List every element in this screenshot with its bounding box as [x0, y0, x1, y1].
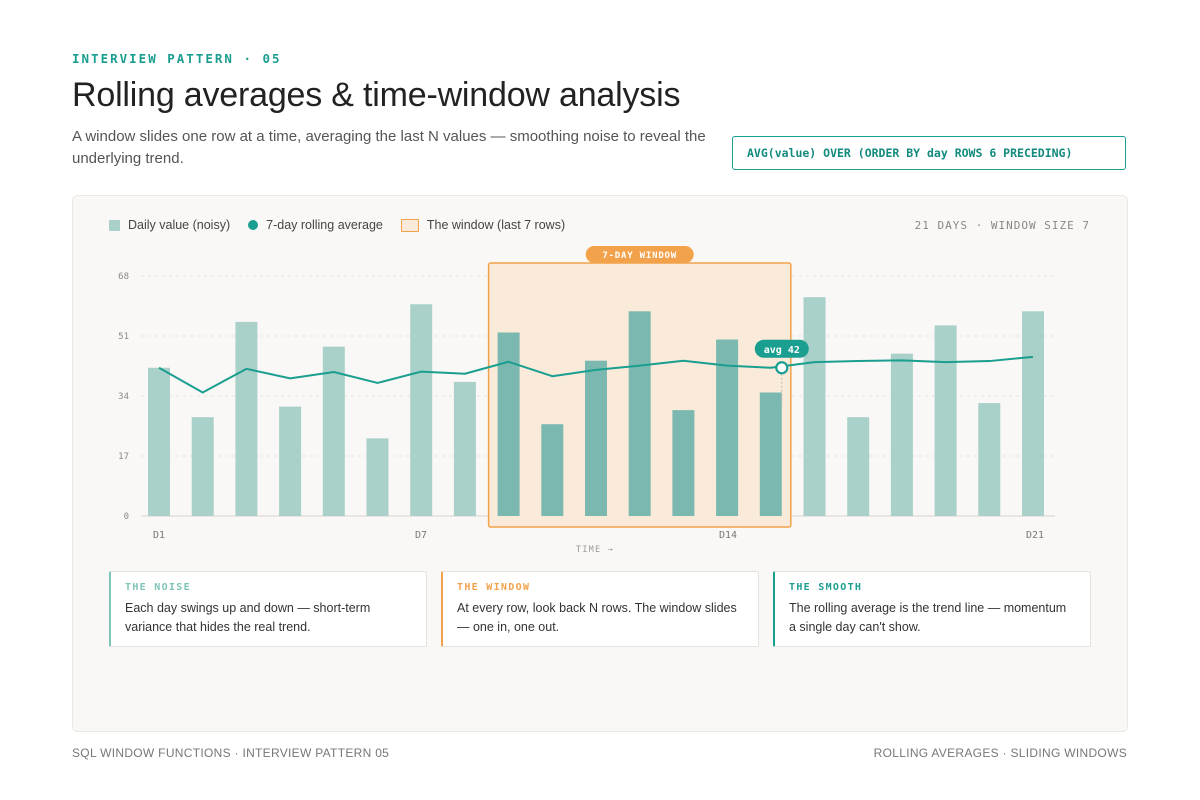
explainer-cards: THE NOISE Each day swings up and down — …: [109, 571, 1091, 647]
bar: [1022, 311, 1044, 516]
window-label: 7-DAY WINDOW: [602, 251, 677, 261]
page-title: Rolling averages & time-window analysis: [72, 76, 681, 114]
x-tick-label: D7: [415, 530, 427, 541]
bar: [366, 438, 389, 516]
legend-swatch-window: [400, 218, 419, 232]
chart-panel: Daily value (noisy) 7-day rolling averag…: [72, 195, 1128, 732]
eyebrow: INTERVIEW PATTERN · 05: [72, 51, 282, 66]
bar: [978, 403, 1001, 516]
y-tick-label: 68: [118, 272, 129, 282]
bar: [890, 353, 913, 516]
bar: [497, 332, 520, 516]
card-noise: THE NOISE Each day swings up and down — …: [109, 571, 427, 647]
bar: [803, 297, 826, 516]
rolling-average-line: [158, 355, 1034, 394]
bar: [148, 367, 170, 516]
x-axis-label: TIME →: [576, 545, 614, 555]
y-tick-label: 34: [118, 392, 129, 402]
footer-right: ROLLING AVERAGES · SLIDING WINDOWS: [873, 746, 1127, 760]
window-label-pill: [585, 246, 694, 263]
bar: [716, 339, 739, 516]
card-window-title: THE WINDOW: [457, 582, 531, 593]
chart-meta: 21 DAYS · WINDOW SIZE 7: [914, 219, 1090, 232]
y-tick-label: 51: [118, 332, 129, 342]
card-smooth-body: The rolling average is the trend line — …: [789, 601, 1067, 634]
legend-label-window: The window (last 7 rows): [426, 218, 566, 232]
highlight-point: [775, 361, 789, 375]
sql-snippet: AVG(value) OVER (ORDER BY day ROWS 6 PRE…: [732, 136, 1126, 170]
x-tick-label: D1: [153, 530, 165, 541]
legend-swatch-dot: [248, 220, 259, 230]
subtitle: A window slides one row at a time, avera…: [72, 128, 706, 167]
avg-annotation: avg 42: [764, 345, 800, 356]
card-window-body: At every row, look back N rows. The wind…: [457, 601, 737, 634]
legend-label-rolling: 7-day rolling average: [266, 218, 383, 232]
card-smooth: THE SMOOTH The rolling average is the tr…: [773, 571, 1091, 647]
bar: [759, 392, 782, 516]
bar: [322, 346, 345, 516]
y-tick-label: 17: [118, 452, 129, 462]
x-tick-label: D21: [1026, 530, 1044, 541]
bar: [235, 321, 258, 516]
chart-svg: 0 17 34 51 68 7-DAY WINDOW avg 42 D1 D7 D14 D21 TIM…: [118, 246, 1055, 555]
x-tick-label: D14: [719, 530, 737, 541]
card-noise-body: Each day swings up and down — short-term…: [125, 601, 371, 634]
legend-item-rolling: 7-day rolling average: [248, 218, 383, 232]
bar: [453, 381, 476, 516]
bar: [191, 417, 214, 516]
footer-left: SQL WINDOW FUNCTIONS · INTERVIEW PATTERN…: [72, 746, 390, 760]
y-tick-label: 0: [124, 512, 129, 522]
bar: [541, 424, 564, 516]
legend-item-window: The window (last 7 rows): [400, 218, 566, 232]
card-window: THE WINDOW At every row, look back N row…: [441, 571, 759, 647]
legend-item-daily: Daily value (noisy): [109, 218, 230, 232]
legend-swatch-bar: [109, 219, 120, 231]
bar: [847, 417, 870, 516]
bar: [628, 311, 651, 516]
bar: [672, 410, 695, 516]
bar: [585, 360, 607, 516]
bar: [934, 325, 957, 516]
avg-annotation-pill: [754, 339, 809, 358]
card-smooth-title: THE SMOOTH: [789, 582, 863, 593]
legend: Daily value (noisy) 7-day rolling averag…: [109, 218, 583, 232]
legend-label-daily: Daily value (noisy): [128, 218, 231, 232]
card-noise-title: THE NOISE: [125, 582, 191, 593]
bar: [410, 304, 433, 516]
bar: [279, 406, 302, 516]
